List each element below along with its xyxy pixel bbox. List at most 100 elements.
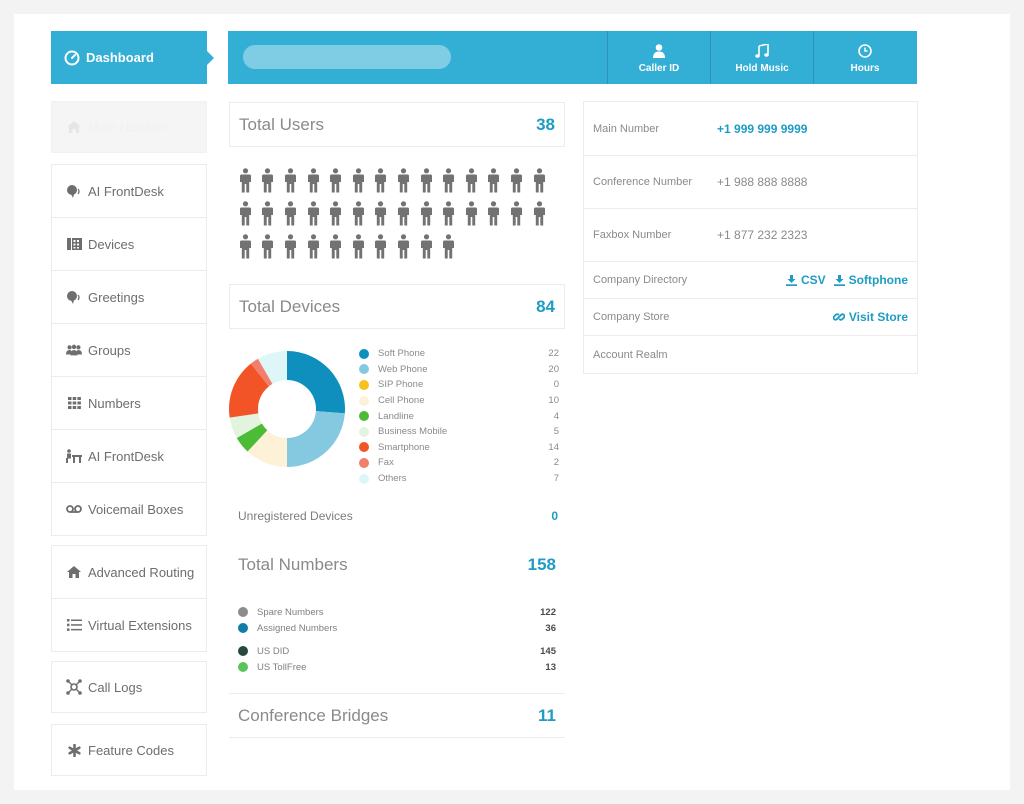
conference-bridges-stat: Conference Bridges 11 [229,693,565,738]
person-icon [437,168,460,201]
sidebar-item-voicemail-boxes[interactable]: Voicemail Boxes [51,482,207,536]
legend-item: Others 7 [359,471,559,487]
caller-id-label: Caller ID [638,62,680,74]
user-icon-row [234,168,554,201]
legend-swatch [359,395,369,406]
devices-legend: Soft Phone 22 Web Phone 20 SIP Phone 0 Cell Ph… [359,346,559,486]
person-icon [234,234,257,267]
person-icon [505,168,528,201]
person-icon [279,234,302,267]
person-icon [257,168,280,201]
legend-swatch [359,348,369,359]
home-icon [66,565,82,579]
person-icon [415,168,438,201]
search-input[interactable] [243,45,451,69]
numbers-value: 122 [540,606,556,618]
numbers-list-type: US DID 145 US TollFree 13 [238,643,556,675]
sidebar-item-groups[interactable]: Groups [51,323,207,377]
legend-label: Cell Phone [378,395,425,407]
person-icon [324,168,347,201]
sidebar-item-call-logs[interactable]: Call Logs [51,661,207,713]
numbers-swatch [238,623,248,633]
sidebar-item-devices[interactable]: Devices [51,217,207,271]
sidebar-item-label: Advanced Routing [88,564,195,580]
main-number-label: Main Number [593,122,660,135]
legend-value: 7 [553,473,559,485]
sidebar-item-advanced-routing[interactable]: Advanced Routing [51,545,207,599]
person-icon [234,201,257,234]
numbers-swatch [238,607,248,617]
sidebar-item-label: Virtual Extensions [88,617,192,633]
legend-swatch [359,379,369,390]
legend-item: Smartphone 14 [359,440,559,456]
person-icon [370,234,393,267]
total-numbers-label: Total Numbers [238,555,348,574]
legend-item: Cell Phone 10 [359,393,559,409]
caller-id-button[interactable]: Caller ID [607,31,710,84]
hold-music-label: Hold Music [735,62,789,74]
account-realm-label: Account Realm [593,349,668,361]
sidebar-item-feature-codes[interactable]: Feature Codes [51,724,207,776]
dashboard-icon [64,50,80,65]
clock-icon [858,42,872,60]
softphone-download-link[interactable]: Softphone [833,273,908,287]
sidebar-item-dashboard[interactable]: Dashboard [51,31,207,84]
donut-slice-cell-phone [247,430,287,467]
legend-label: Landline [378,410,414,422]
hours-button[interactable]: Hours [813,31,916,84]
numbers-label: US TollFree [257,661,307,673]
sidebar-item-numbers[interactable]: Numbers [51,376,207,430]
person-icon [324,234,347,267]
conference-number-label: Conference Number [593,176,693,188]
user-icon [653,42,665,60]
legend-item: Fax 2 [359,455,559,471]
numbers-list-item: US TollFree 13 [238,659,556,675]
person-icon [460,168,483,201]
conference-bridges-label: Conference Bridges [238,705,389,725]
legend-swatch [359,457,369,468]
numbers-swatch [238,662,248,672]
conference-bridges-value: 11 [538,705,556,725]
faxbox-number-row: Faxbox Number +1 877 232 2323 [584,209,917,262]
asterisk-icon [66,743,82,757]
main-number-value[interactable]: +1 999 999 9999 [717,121,808,136]
sidebar-item-ai-frontdesk-2[interactable]: AI FrontDesk [51,429,207,483]
hold-music-button[interactable]: Hold Music [710,31,813,84]
download-icon [785,274,797,286]
unregistered-devices-value: 0 [551,509,558,523]
person-icon [370,168,393,201]
person-icon [370,201,393,234]
sidebar-item-ai-frontdesk[interactable]: AI FrontDesk [51,164,207,218]
legend-value: 4 [553,410,559,422]
csv-download-link[interactable]: CSV [785,273,826,287]
hours-label: Hours [850,62,880,74]
person-icon [302,234,325,267]
sidebar-item-label: Dashboard [86,50,154,65]
sidebar-item-label: Devices [88,236,135,252]
conference-number-row: Conference Number +1 988 888 8888 [584,156,917,209]
visit-store-link[interactable]: Visit Store [832,310,908,324]
sidebar-item-label: AI FrontDesk [88,183,164,199]
legend-label: Others [378,473,407,485]
faxbox-number-label: Faxbox Number [593,229,672,241]
sidebar-item-main-number[interactable]: Main Number [51,101,207,153]
desk-icon [66,449,82,463]
conference-number-value: +1 988 888 8888 [717,175,808,189]
legend-swatch [359,442,369,453]
sidebar-item-virtual-extensions[interactable]: Virtual Extensions [51,598,207,652]
person-icon [279,201,302,234]
person-icon [392,234,415,267]
person-icon [392,201,415,234]
music-icon [755,42,769,60]
person-icon [437,234,460,267]
unregistered-devices: Unregistered Devices 0 [238,509,558,523]
sidebar-item-label: Main Number [88,119,167,135]
main-number-row: Main Number +1 999 999 9999 [584,102,917,156]
person-icon [302,201,325,234]
download-icon [833,274,845,286]
groups-icon [66,343,82,357]
sidebar-item-greetings[interactable]: Greetings [51,270,207,324]
total-devices-label: Total Devices [239,296,341,316]
user-icon-row [234,201,554,234]
account-realm-row: Account Realm [584,336,917,374]
